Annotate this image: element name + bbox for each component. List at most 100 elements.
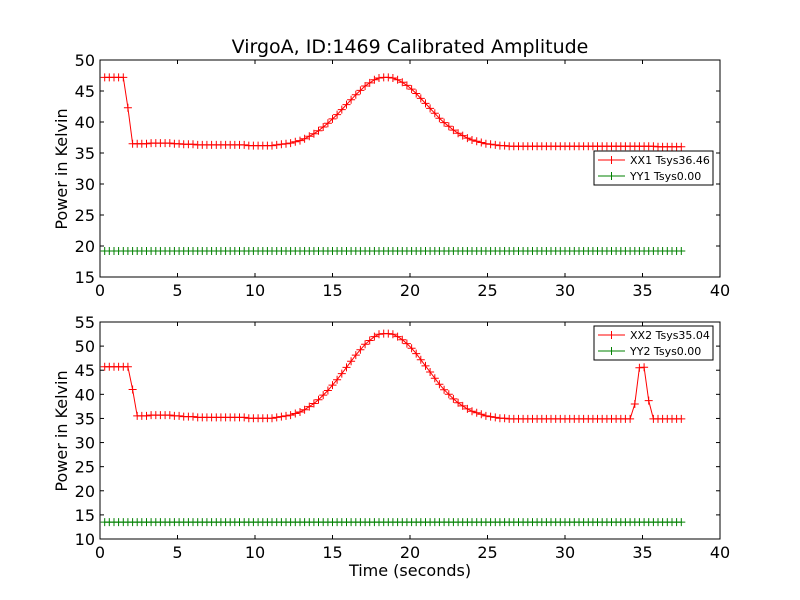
data-point (644, 396, 653, 405)
data-point (407, 85, 416, 94)
data-point (416, 94, 425, 103)
data-point (477, 138, 486, 147)
bottom-plot-ticks: 0 5 10 15 20 25 30 35 40 10 15 20 25 30 35 40 45 50 55 (75, 313, 731, 562)
data-point (314, 126, 323, 135)
ytick-label: 55 (75, 313, 95, 332)
data-point (463, 134, 472, 143)
xtick-label: 40 (710, 543, 730, 562)
ytick-label: 45 (75, 82, 95, 101)
data-point (282, 139, 290, 148)
data-point (240, 140, 249, 149)
data-point (463, 404, 472, 413)
data-point (500, 414, 509, 423)
data-point (412, 349, 421, 358)
xtick-label: 25 (477, 543, 497, 562)
top-plot: Power in Kelvin 0 5 10 15 20 25 30 35 40 15 20 25 30… (52, 51, 730, 300)
top-plot-ticks: 0 5 10 15 20 25 30 35 40 15 20 25 30 35 40 45 50 (75, 51, 731, 300)
bottom-plot-ylabel: Power in Kelvin (52, 370, 71, 491)
ytick-label: 10 (75, 530, 95, 549)
data-point (319, 123, 328, 131)
data-point (300, 134, 309, 143)
data-point (426, 368, 435, 376)
xtick-label: 10 (245, 281, 265, 300)
data-point (351, 351, 360, 360)
bottom-legend-yy2-label: YY2 Tsys0.00 (629, 345, 701, 358)
data-point (240, 413, 249, 422)
data-point (296, 408, 304, 416)
data-point (175, 139, 184, 148)
data-point (398, 335, 407, 344)
ytick-label: 20 (75, 237, 95, 256)
data-point (630, 400, 639, 408)
data-point (677, 142, 686, 151)
data-point (277, 140, 286, 149)
bottom-legend-yy2-marker (607, 347, 616, 355)
data-point (347, 357, 356, 366)
data-point (375, 74, 383, 82)
data-point (268, 141, 276, 150)
ytick-label: 25 (75, 458, 95, 477)
data-point (393, 332, 402, 341)
data-point (305, 132, 314, 141)
data-point (291, 137, 300, 146)
data-point (481, 411, 490, 420)
data-point (412, 89, 421, 98)
xtick-label: 20 (400, 543, 420, 562)
data-point (486, 412, 495, 421)
data-point (477, 410, 486, 419)
data-point (486, 140, 495, 149)
data-point (189, 140, 197, 149)
data-point (626, 414, 635, 423)
data-point (398, 78, 407, 87)
data-point (468, 407, 476, 416)
data-point (291, 409, 300, 418)
data-point (286, 411, 295, 420)
top-plot-ylabel: Power in Kelvin (52, 108, 71, 229)
xtick-label: 5 (172, 543, 182, 562)
data-point (426, 104, 435, 113)
top-legend-xx1-label: XX1 Tsys36.46 (630, 154, 710, 167)
data-point (142, 411, 151, 420)
data-point (365, 78, 374, 87)
data-point (342, 363, 351, 372)
data-point (370, 75, 379, 84)
data-point (305, 402, 314, 411)
data-point (337, 369, 346, 378)
xtick-label: 40 (710, 281, 730, 300)
data-point (333, 375, 342, 384)
data-point (491, 140, 500, 149)
data-point (677, 414, 686, 423)
data-point (649, 142, 658, 151)
xtick-label: 25 (477, 281, 497, 300)
data-point (388, 74, 397, 82)
ytick-label: 20 (75, 482, 95, 501)
data-point (421, 99, 430, 108)
ytick-label: 15 (75, 268, 95, 287)
data-point (319, 391, 328, 400)
data-point (286, 139, 295, 148)
data-point (402, 339, 411, 348)
data-point (435, 114, 444, 123)
data-point (449, 394, 458, 403)
xtick-label: 35 (632, 281, 652, 300)
data-point (323, 386, 332, 395)
data-point (430, 109, 439, 118)
data-point (440, 385, 449, 394)
data-point (481, 139, 490, 148)
data-point (142, 139, 151, 148)
ytick-label: 40 (75, 385, 95, 404)
data-point (458, 131, 467, 140)
figure-title: VirgoA, ID:1469 Calibrated Amplitude (232, 36, 589, 58)
data-point (123, 362, 132, 371)
data-point (491, 413, 500, 422)
data-point (333, 110, 342, 119)
xtick-label: 30 (555, 543, 575, 562)
ytick-label: 30 (75, 434, 95, 453)
xtick-label: 0 (95, 281, 105, 300)
data-point (165, 411, 174, 420)
data-point (365, 336, 374, 345)
data-point (449, 126, 458, 135)
data-point (342, 100, 351, 109)
top-plot-series (100, 73, 686, 255)
